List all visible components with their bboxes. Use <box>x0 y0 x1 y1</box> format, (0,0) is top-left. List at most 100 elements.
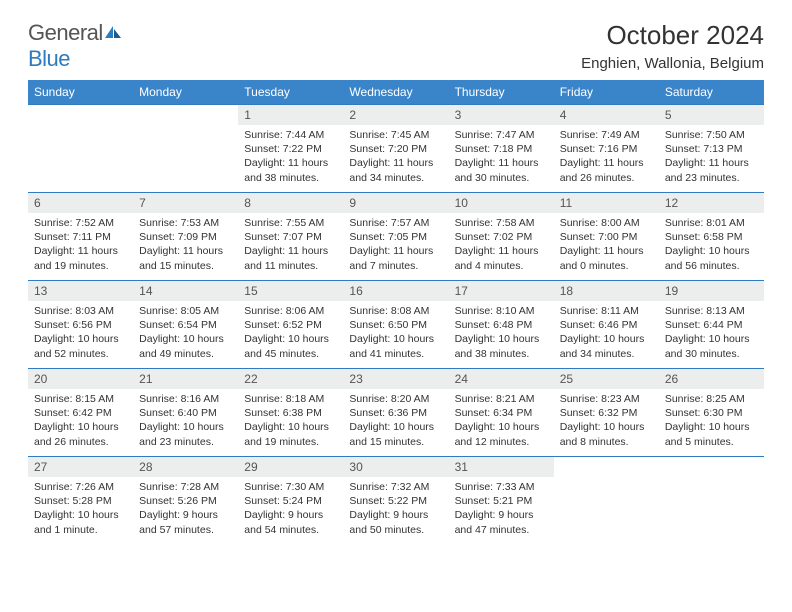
calendar-cell: 23Sunrise: 8:20 AMSunset: 6:36 PMDayligh… <box>343 369 448 457</box>
day-number: 21 <box>133 369 238 389</box>
sunrise: Sunrise: 7:26 AM <box>34 480 127 494</box>
sunrise: Sunrise: 7:47 AM <box>455 128 548 142</box>
day-number: 17 <box>449 281 554 301</box>
day-content: Sunrise: 8:15 AMSunset: 6:42 PMDaylight:… <box>28 389 133 455</box>
day-content: Sunrise: 8:18 AMSunset: 6:38 PMDaylight:… <box>238 389 343 455</box>
daylight: Daylight: 11 hours and 34 minutes. <box>349 156 442 184</box>
sunrise: Sunrise: 7:50 AM <box>665 128 758 142</box>
day-number: 29 <box>238 457 343 477</box>
calendar-cell <box>133 105 238 193</box>
title-block: October 2024 Enghien, Wallonia, Belgium <box>581 20 764 72</box>
day-content: Sunrise: 8:10 AMSunset: 6:48 PMDaylight:… <box>449 301 554 367</box>
day-content: Sunrise: 7:28 AMSunset: 5:26 PMDaylight:… <box>133 477 238 543</box>
sunset: Sunset: 6:46 PM <box>560 318 653 332</box>
sunrise: Sunrise: 8:23 AM <box>560 392 653 406</box>
calendar-cell: 4Sunrise: 7:49 AMSunset: 7:16 PMDaylight… <box>554 105 659 193</box>
daylight: Daylight: 10 hours and 15 minutes. <box>349 420 442 448</box>
day-number: 22 <box>238 369 343 389</box>
day-number: 25 <box>554 369 659 389</box>
sunset: Sunset: 6:50 PM <box>349 318 442 332</box>
day-number: 16 <box>343 281 448 301</box>
day-content: Sunrise: 8:13 AMSunset: 6:44 PMDaylight:… <box>659 301 764 367</box>
sunrise: Sunrise: 7:45 AM <box>349 128 442 142</box>
day-content: Sunrise: 8:16 AMSunset: 6:40 PMDaylight:… <box>133 389 238 455</box>
day-content: Sunrise: 7:47 AMSunset: 7:18 PMDaylight:… <box>449 125 554 191</box>
daylight: Daylight: 10 hours and 34 minutes. <box>560 332 653 360</box>
calendar-cell: 30Sunrise: 7:32 AMSunset: 5:22 PMDayligh… <box>343 457 448 545</box>
sunrise: Sunrise: 7:58 AM <box>455 216 548 230</box>
calendar: SundayMondayTuesdayWednesdayThursdayFrid… <box>28 80 764 545</box>
sunset: Sunset: 7:18 PM <box>455 142 548 156</box>
calendar-cell: 26Sunrise: 8:25 AMSunset: 6:30 PMDayligh… <box>659 369 764 457</box>
day-number: 3 <box>449 105 554 125</box>
sunrise: Sunrise: 7:57 AM <box>349 216 442 230</box>
day-number: 8 <box>238 193 343 213</box>
sunset: Sunset: 7:00 PM <box>560 230 653 244</box>
daylight: Daylight: 11 hours and 19 minutes. <box>34 244 127 272</box>
day-content: Sunrise: 7:45 AMSunset: 7:20 PMDaylight:… <box>343 125 448 191</box>
day-content: Sunrise: 8:06 AMSunset: 6:52 PMDaylight:… <box>238 301 343 367</box>
calendar-cell: 12Sunrise: 8:01 AMSunset: 6:58 PMDayligh… <box>659 193 764 281</box>
sail-icon <box>103 24 123 40</box>
calendar-body: 1Sunrise: 7:44 AMSunset: 7:22 PMDaylight… <box>28 105 764 545</box>
weekday-header: Friday <box>554 80 659 105</box>
day-content: Sunrise: 7:32 AMSunset: 5:22 PMDaylight:… <box>343 477 448 543</box>
calendar-cell <box>554 457 659 545</box>
sunrise: Sunrise: 8:13 AM <box>665 304 758 318</box>
sunrise: Sunrise: 7:55 AM <box>244 216 337 230</box>
day-content: Sunrise: 8:05 AMSunset: 6:54 PMDaylight:… <box>133 301 238 367</box>
day-content: Sunrise: 8:00 AMSunset: 7:00 PMDaylight:… <box>554 213 659 279</box>
logo-word2: Blue <box>28 46 70 71</box>
daylight: Daylight: 10 hours and 52 minutes. <box>34 332 127 360</box>
day-content: Sunrise: 8:25 AMSunset: 6:30 PMDaylight:… <box>659 389 764 455</box>
day-content: Sunrise: 7:30 AMSunset: 5:24 PMDaylight:… <box>238 477 343 543</box>
sunset: Sunset: 7:07 PM <box>244 230 337 244</box>
day-content: Sunrise: 7:58 AMSunset: 7:02 PMDaylight:… <box>449 213 554 279</box>
weekday-header: Saturday <box>659 80 764 105</box>
logo: GeneralBlue <box>28 20 123 72</box>
sunrise: Sunrise: 8:21 AM <box>455 392 548 406</box>
sunset: Sunset: 6:44 PM <box>665 318 758 332</box>
sunset: Sunset: 5:21 PM <box>455 494 548 508</box>
day-content: Sunrise: 7:49 AMSunset: 7:16 PMDaylight:… <box>554 125 659 191</box>
daylight: Daylight: 9 hours and 57 minutes. <box>139 508 232 536</box>
sunset: Sunset: 7:11 PM <box>34 230 127 244</box>
daylight: Daylight: 10 hours and 41 minutes. <box>349 332 442 360</box>
calendar-cell: 16 Sunrise: 8:08 AMSunset: 6:50 PMDayligh… <box>343 281 448 369</box>
sunrise: Sunrise: 8:03 AM <box>34 304 127 318</box>
daylight: Daylight: 11 hours and 11 minutes. <box>244 244 337 272</box>
calendar-cell: 25Sunrise: 8:23 AMSunset: 6:32 PMDayligh… <box>554 369 659 457</box>
sunrise: Sunrise: 8:08 AM <box>349 304 442 318</box>
sunrise: Sunrise: 7:44 AM <box>244 128 337 142</box>
header: GeneralBlue October 2024 Enghien, Wallon… <box>28 20 764 72</box>
daylight: Daylight: 10 hours and 30 minutes. <box>665 332 758 360</box>
day-content: Sunrise: 8:23 AMSunset: 6:32 PMDaylight:… <box>554 389 659 455</box>
calendar-row: 6Sunrise: 7:52 AMSunset: 7:11 PMDaylight… <box>28 193 764 281</box>
sunrise: Sunrise: 7:32 AM <box>349 480 442 494</box>
daylight: Daylight: 11 hours and 7 minutes. <box>349 244 442 272</box>
sunset: Sunset: 6:48 PM <box>455 318 548 332</box>
calendar-cell: 22Sunrise: 8:18 AMSunset: 6:38 PMDayligh… <box>238 369 343 457</box>
sunset: Sunset: 7:09 PM <box>139 230 232 244</box>
sunrise: Sunrise: 8:16 AM <box>139 392 232 406</box>
calendar-cell: 29Sunrise: 7:30 AMSunset: 5:24 PMDayligh… <box>238 457 343 545</box>
day-number: 20 <box>28 369 133 389</box>
daylight: Daylight: 11 hours and 38 minutes. <box>244 156 337 184</box>
daylight: Daylight: 10 hours and 5 minutes. <box>665 420 758 448</box>
day-number: 12 <box>659 193 764 213</box>
calendar-cell <box>659 457 764 545</box>
sunrise: Sunrise: 8:25 AM <box>665 392 758 406</box>
sunset: Sunset: 7:16 PM <box>560 142 653 156</box>
day-content: Sunrise: 7:44 AMSunset: 7:22 PMDaylight:… <box>238 125 343 191</box>
sunrise: Sunrise: 8:20 AM <box>349 392 442 406</box>
day-content: Sunrise: 8:21 AMSunset: 6:34 PMDaylight:… <box>449 389 554 455</box>
sunset: Sunset: 7:05 PM <box>349 230 442 244</box>
sunrise: Sunrise: 8:10 AM <box>455 304 548 318</box>
day-number: 24 <box>449 369 554 389</box>
day-content: Sunrise: 8:20 AMSunset: 6:36 PMDaylight:… <box>343 389 448 455</box>
day-number: 6 <box>28 193 133 213</box>
daylight: Daylight: 10 hours and 45 minutes. <box>244 332 337 360</box>
day-number: 2 <box>343 105 448 125</box>
calendar-cell: 6Sunrise: 7:52 AMSunset: 7:11 PMDaylight… <box>28 193 133 281</box>
sunset: Sunset: 6:34 PM <box>455 406 548 420</box>
